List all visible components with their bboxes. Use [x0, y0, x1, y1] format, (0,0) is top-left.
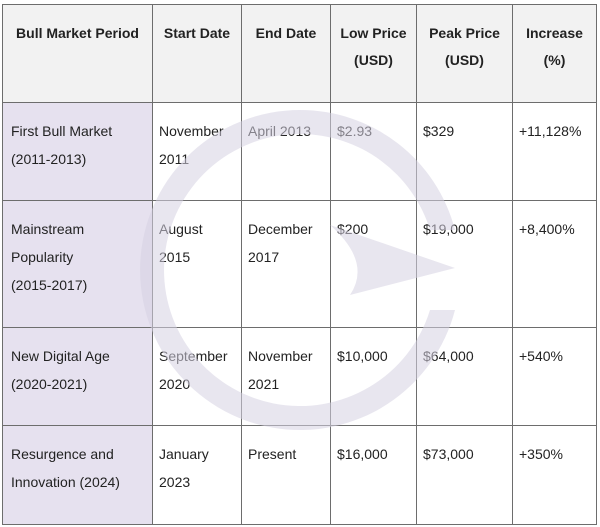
end-date-cell: April 2013 [241, 102, 331, 201]
period-line: (2020-2021) [11, 376, 88, 392]
period-line: Innovation (2024) [11, 474, 120, 490]
peak-price-value: $329 [423, 123, 455, 139]
header-peak-unit: (USD) [445, 52, 484, 68]
end-line: December [248, 221, 313, 237]
header-increase: Increase (%) [512, 4, 597, 103]
end-line: November [248, 348, 313, 364]
start-line: 2015 [159, 249, 191, 265]
increase-cell: +540% [512, 327, 597, 426]
period-cell: First Bull Market (2011-2013) [2, 102, 153, 201]
period-line: New Digital Age [11, 348, 110, 364]
header-increase-unit: (%) [543, 52, 566, 68]
header-low-label: Low Price [340, 25, 407, 41]
increase-value: +11,128% [519, 123, 582, 139]
peak-price-cell: $329 [416, 102, 513, 201]
start-line: August [159, 221, 203, 237]
header-end-label: End Date [255, 25, 317, 41]
header-peak-price: Peak Price (USD) [416, 4, 513, 103]
period-line: Resurgence and [11, 446, 114, 462]
low-price-cell: $2.93 [330, 102, 417, 201]
low-price-value: $200 [337, 221, 369, 237]
period-cell: New Digital Age (2020-2021) [2, 327, 153, 426]
peak-price-cell: $64,000 [416, 327, 513, 426]
start-date-cell: November 2011 [152, 102, 242, 201]
header-start-label: Start Date [163, 25, 231, 41]
header-low-unit: (USD) [354, 52, 393, 68]
period-line: First Bull Market [11, 123, 113, 139]
header-period-label: Bull Market Period [16, 25, 139, 41]
end-date-cell: December 2017 [241, 200, 331, 328]
increase-value: +350% [519, 446, 563, 462]
low-price-cell: $200 [330, 200, 417, 328]
end-line: 2017 [248, 249, 280, 265]
start-date-cell: January 2023 [152, 425, 242, 525]
end-line: April 2013 [248, 123, 312, 139]
start-line: September [159, 348, 228, 364]
peak-price-value: $73,000 [423, 446, 474, 462]
header-start-date: Start Date [152, 4, 242, 103]
start-line: January [159, 446, 209, 462]
period-cell: Mainstream Popularity (2015-2017) [2, 200, 153, 328]
peak-price-value: $19,000 [423, 221, 474, 237]
low-price-value: $16,000 [337, 446, 388, 462]
start-line: November [159, 123, 224, 139]
low-price-value: $10,000 [337, 348, 388, 364]
peak-price-value: $64,000 [423, 348, 474, 364]
period-cell: Resurgence and Innovation (2024) [2, 425, 153, 525]
increase-cell: +350% [512, 425, 597, 525]
header-peak-label: Peak Price [429, 25, 500, 41]
bull-market-table: Bull Market Period Start Date End Date L… [2, 4, 597, 525]
period-line: (2011-2013) [11, 151, 87, 167]
start-date-cell: September 2020 [152, 327, 242, 426]
increase-value: +8,400% [519, 221, 575, 237]
start-line: 2023 [159, 474, 191, 490]
peak-price-cell: $73,000 [416, 425, 513, 525]
end-date-cell: November 2021 [241, 327, 331, 426]
period-line: (2015-2017) [11, 277, 88, 293]
increase-cell: +11,128% [512, 102, 597, 201]
start-line: 2011 [159, 151, 190, 167]
header-end-date: End Date [241, 4, 331, 103]
header-low-price: Low Price (USD) [330, 4, 417, 103]
increase-value: +540% [519, 348, 563, 364]
low-price-cell: $16,000 [330, 425, 417, 525]
period-line: Popularity [11, 249, 74, 265]
increase-cell: +8,400% [512, 200, 597, 328]
table-row: First Bull Market (2011-2013) November 2… [2, 102, 597, 201]
table-row: New Digital Age (2020-2021) September 20… [2, 327, 597, 426]
low-price-cell: $10,000 [330, 327, 417, 426]
end-date-cell: Present [241, 425, 331, 525]
low-price-value: $2.93 [337, 123, 373, 139]
period-line: Mainstream [11, 221, 85, 237]
table-row: Mainstream Popularity (2015-2017) August… [2, 200, 597, 328]
end-line: Present [248, 446, 297, 462]
peak-price-cell: $19,000 [416, 200, 513, 328]
end-line: 2021 [248, 376, 280, 392]
header-period: Bull Market Period [2, 4, 153, 103]
start-line: 2020 [159, 376, 191, 392]
start-date-cell: August 2015 [152, 200, 242, 328]
header-row: Bull Market Period Start Date End Date L… [2, 4, 597, 103]
table-row: Resurgence and Innovation (2024) January… [2, 425, 597, 525]
header-increase-label: Increase [526, 25, 583, 41]
